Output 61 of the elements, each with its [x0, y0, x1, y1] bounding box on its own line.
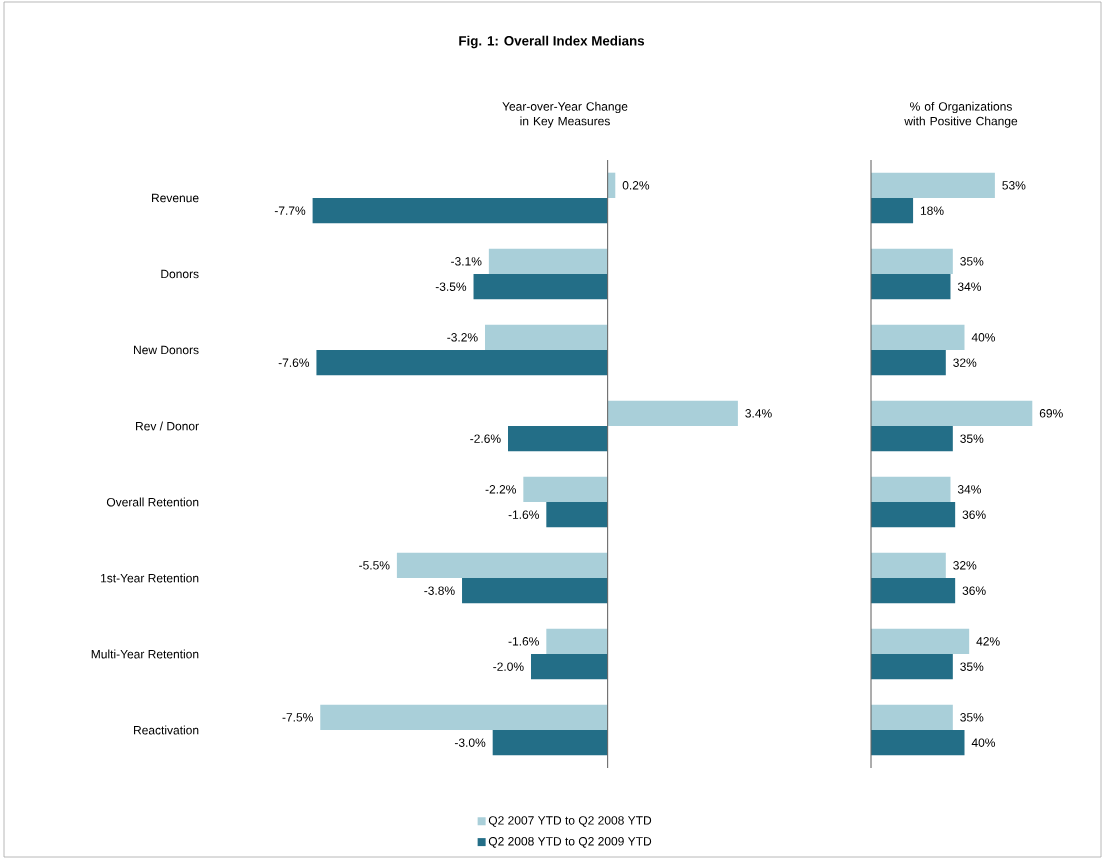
bar	[871, 248, 953, 275]
data-label: 35%	[960, 662, 984, 671]
bar	[871, 426, 953, 452]
data-label: 35%	[960, 257, 984, 266]
bar	[871, 730, 965, 756]
data-label: -3.1%	[451, 257, 482, 266]
y-tick-label: Reactivation	[134, 725, 199, 735]
bar	[871, 628, 970, 655]
bar	[871, 578, 956, 604]
data-label: -2.6%	[470, 434, 501, 443]
bar	[871, 400, 1033, 427]
bar	[871, 502, 956, 528]
data-label: 32%	[953, 561, 977, 570]
y-tick-label: Revenue	[152, 193, 199, 203]
y-tick-label: Overall Retention	[106, 497, 199, 507]
data-label: 18%	[920, 206, 944, 215]
chart-subtitle: % of Organizations with Positive Change	[904, 101, 1018, 128]
bar	[871, 172, 995, 199]
data-label: 40%	[971, 333, 996, 342]
legend-label: Q2 2007 YTD to Q2 2008 YTD	[488, 816, 652, 827]
data-label: -3.0%	[454, 738, 486, 747]
y-tick-label: Donors	[161, 269, 199, 279]
bar	[871, 552, 946, 579]
data-label: -2.0%	[493, 662, 524, 671]
data-label: -1.6%	[508, 637, 539, 646]
bar	[871, 350, 946, 376]
data-label: -1.6%	[508, 510, 539, 519]
data-label: -5.5%	[359, 561, 390, 570]
data-label: -2.2%	[485, 485, 516, 494]
data-label: -3.8%	[424, 586, 455, 595]
data-label: 53%	[1002, 181, 1026, 190]
data-label: 35%	[960, 713, 984, 722]
data-label: -3.2%	[447, 333, 478, 342]
y-tick-label: Multi-Year Retention	[91, 649, 199, 659]
bar	[871, 704, 953, 731]
data-label: 34%	[957, 282, 982, 291]
y-tick-label: 1st-Year Retention	[101, 573, 199, 583]
data-label: -7.6%	[278, 358, 310, 367]
y-tick-label: New Donors	[134, 345, 199, 355]
data-label: 69%	[1039, 409, 1063, 418]
data-label: -7.7%	[274, 206, 306, 215]
data-label: 42%	[976, 637, 1000, 646]
data-label: 36%	[962, 510, 986, 519]
data-label: -7.5%	[282, 713, 313, 722]
bar	[871, 324, 965, 351]
bar	[871, 476, 951, 503]
y-tick-label: Rev / Donor	[136, 421, 199, 431]
data-label: 35%	[960, 434, 984, 443]
data-label: 3.4%	[745, 409, 772, 418]
data-label: 34%	[957, 485, 982, 494]
bar	[871, 654, 953, 680]
bar	[871, 198, 914, 224]
chart-subtitle: Year-over-Year Change in Key Measures	[502, 101, 628, 128]
data-label: 36%	[962, 586, 986, 595]
chart-title: Fig. 1: Overall Index Medians	[459, 35, 645, 49]
bar	[871, 274, 951, 300]
data-label: 40%	[971, 738, 996, 747]
data-label: 32%	[953, 358, 977, 367]
legend-label: Q2 2008 YTD to Q2 2009 YTD	[488, 837, 652, 848]
data-label: 0.2%	[622, 181, 650, 190]
data-label: -3.5%	[435, 282, 467, 291]
